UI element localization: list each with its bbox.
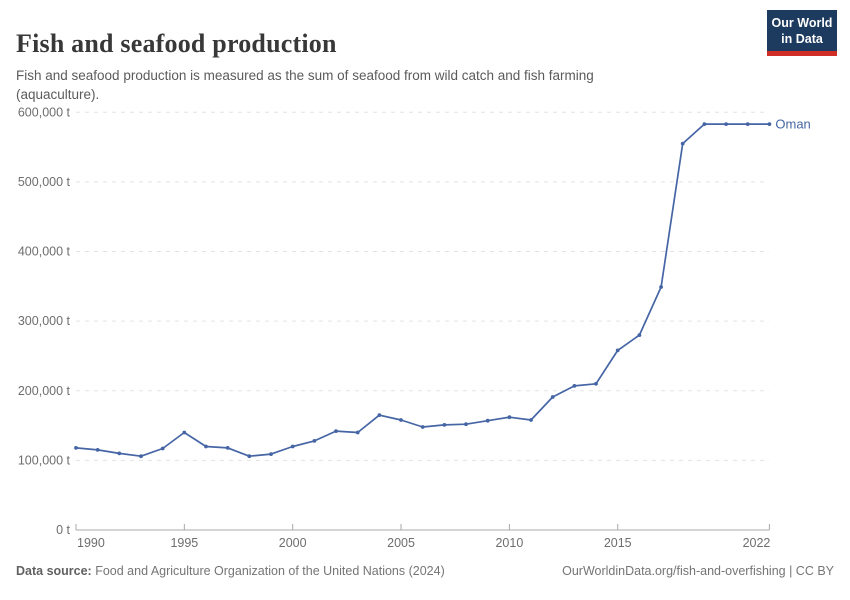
owid-logo[interactable]: Our World in Data [767,10,837,57]
data-point[interactable] [247,454,252,459]
data-point[interactable] [680,141,685,146]
data-point[interactable] [724,122,728,126]
y-tick-label: 500,000 t [18,175,71,189]
data-point[interactable] [529,418,533,422]
data-point[interactable] [420,425,425,429]
data-point[interactable] [399,418,403,422]
data-point[interactable] [269,452,273,456]
data-point[interactable] [204,444,208,449]
y-tick-label: 400,000 t [18,245,71,259]
data-point[interactable] [312,439,317,443]
y-tick-label: 300,000 t [18,314,71,328]
series-line-oman[interactable] [75,123,771,458]
data-point[interactable] [182,430,187,435]
data-point[interactable] [74,446,78,450]
data-point[interactable] [485,418,490,423]
data-point[interactable] [659,285,663,289]
data-point[interactable] [594,381,598,386]
line-chart[interactable]: 0 t 100,000 t 200,000 t 300,000 t 400,000 t 5… [0,0,850,560]
y-tick-label: 0 t [56,523,70,537]
data-source: Data source: Food and Agriculture Organi… [16,564,445,578]
x-tick-label: 2010 [495,536,523,550]
data-point[interactable] [139,454,143,459]
data-point[interactable] [442,423,447,427]
x-tick-label: 2022 [743,536,771,550]
x-tick-label: 2005 [387,536,415,550]
y-tick-label: 200,000 t [18,384,71,398]
data-point[interactable] [160,446,165,451]
data-point[interactable] [615,348,620,353]
owid-logo-line1: Our World [771,16,833,30]
x-tick-label: 2015 [604,536,632,550]
data-point[interactable] [745,122,750,126]
data-point[interactable] [377,413,382,417]
page-title: Fish and seafood production [16,29,337,59]
data-point[interactable] [334,429,338,433]
x-axis-labels: 1990 1995 2000 2005 2010 2015 2022 [77,536,770,550]
x-tick-label: 1990 [77,536,105,550]
data-point[interactable] [117,451,122,456]
license-credit[interactable]: OurWorldinData.org/fish-and-overfishing … [562,564,834,578]
data-point[interactable] [95,448,100,452]
y-axis-labels: 0 t 100,000 t 200,000 t 300,000 t 400,000 t 5… [18,105,71,537]
data-point[interactable] [225,446,230,450]
data-point[interactable] [550,395,555,399]
data-point[interactable] [572,384,577,388]
data-point[interactable] [290,444,295,449]
chart-subtitle: Fish and seafood production is measured … [16,67,594,103]
data-point[interactable] [637,333,642,337]
data-point[interactable] [464,422,468,427]
y-gridlines [76,111,770,461]
owid-logo-line2: in Data [781,31,823,46]
data-points[interactable] [74,122,772,459]
data-point[interactable] [767,122,772,126]
y-tick-label: 600,000 t [18,105,71,119]
data-point[interactable] [355,430,360,435]
data-source-label: Data source: [16,564,92,578]
data-point[interactable] [507,415,512,420]
data-point[interactable] [702,122,707,126]
x-tick-label: 2000 [279,536,307,550]
x-tick-label: 1995 [170,536,198,550]
y-tick-label: 100,000 t [18,453,71,467]
entity-label-oman[interactable]: Oman [775,117,810,132]
chart-footer: Data source: Food and Agriculture Organi… [16,564,834,578]
data-source-text: Food and Agriculture Organization of the… [95,564,445,578]
x-axis [75,524,770,531]
